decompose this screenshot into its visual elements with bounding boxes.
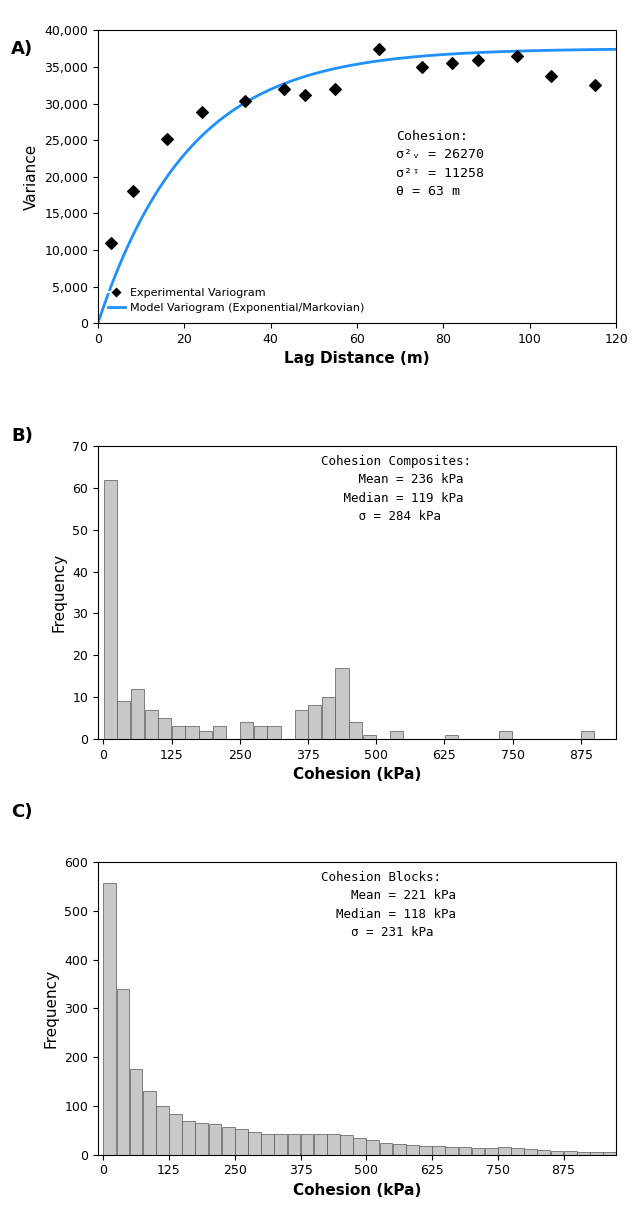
Bar	[498, 1147, 511, 1155]
Bar	[459, 1147, 471, 1155]
X-axis label: Cohesion (kPa): Cohesion (kPa)	[293, 768, 422, 782]
Bar	[116, 989, 130, 1155]
Bar	[511, 1149, 524, 1155]
Bar	[143, 1092, 155, 1155]
Bar	[240, 722, 253, 739]
Point	[128, 182, 138, 201]
Bar	[195, 1123, 209, 1155]
Bar	[199, 730, 212, 739]
Point	[590, 75, 600, 95]
Bar	[322, 697, 335, 739]
Point	[197, 102, 207, 121]
Bar	[340, 1135, 353, 1155]
Text: C): C)	[11, 803, 33, 821]
Bar	[499, 730, 513, 739]
Bar	[336, 668, 349, 739]
Bar	[213, 727, 226, 739]
Bar	[131, 689, 144, 739]
Bar	[349, 722, 362, 739]
Bar	[130, 1070, 142, 1155]
Bar	[158, 718, 171, 739]
Bar	[185, 727, 198, 739]
Bar	[235, 1129, 248, 1155]
Point	[106, 233, 116, 252]
Bar	[537, 1150, 550, 1155]
Text: Cohesion Composites:
     Mean = 236 kPa
   Median = 119 kPa
     σ = 284 kPa: Cohesion Composites: Mean = 236 kPa Medi…	[321, 455, 471, 524]
Y-axis label: Variance: Variance	[24, 143, 39, 210]
Bar	[471, 1147, 485, 1155]
Bar	[172, 727, 185, 739]
Bar	[550, 1151, 563, 1155]
Y-axis label: Frequency: Frequency	[52, 553, 67, 632]
Bar	[353, 1138, 366, 1155]
Bar	[295, 710, 308, 739]
Bar	[525, 1150, 537, 1155]
Bar	[380, 1143, 392, 1155]
Bar	[253, 727, 267, 739]
Bar	[288, 1134, 300, 1155]
Bar	[444, 735, 458, 739]
Point	[447, 53, 457, 73]
Point	[473, 50, 483, 69]
Bar	[209, 1124, 221, 1155]
Bar	[432, 1146, 445, 1155]
Bar	[183, 1121, 195, 1155]
Point	[300, 85, 310, 104]
X-axis label: Cohesion (kPa): Cohesion (kPa)	[293, 1183, 422, 1198]
X-axis label: Lag Distance (m): Lag Distance (m)	[284, 352, 430, 366]
Point	[240, 91, 250, 110]
Point	[416, 57, 427, 76]
Bar	[261, 1134, 274, 1155]
Bar	[590, 1152, 603, 1155]
Bar	[301, 1134, 313, 1155]
Bar	[327, 1134, 340, 1155]
Bar	[446, 1147, 458, 1155]
Bar	[406, 1145, 419, 1155]
Point	[162, 129, 172, 148]
Point	[279, 79, 289, 98]
Bar	[577, 1152, 590, 1155]
Bar	[393, 1144, 406, 1155]
Bar	[581, 730, 594, 739]
Bar	[603, 1152, 616, 1155]
Text: Cohesion Blocks:
    Mean = 221 kPa
  Median = 118 kPa
    σ = 231 kPa: Cohesion Blocks: Mean = 221 kPa Median =…	[321, 871, 456, 939]
Point	[331, 79, 341, 98]
Bar	[267, 727, 281, 739]
Bar	[367, 1140, 379, 1155]
Point	[374, 39, 384, 58]
Text: B): B)	[11, 427, 33, 445]
Legend: Experimental Variogram, Model Variogram (Exponential/Markovian): Experimental Variogram, Model Variogram …	[104, 283, 369, 318]
Bar	[156, 1106, 169, 1155]
Bar	[419, 1146, 432, 1155]
Bar	[104, 479, 117, 739]
Point	[546, 66, 556, 85]
Point	[512, 46, 522, 66]
Bar	[145, 710, 158, 739]
Bar	[274, 1134, 287, 1155]
Bar	[308, 706, 322, 739]
Bar	[390, 730, 403, 739]
Bar	[104, 883, 116, 1155]
Bar	[485, 1149, 497, 1155]
Y-axis label: Frequency: Frequency	[44, 969, 59, 1048]
Bar	[564, 1151, 576, 1155]
Text: A): A)	[11, 40, 33, 58]
Text: Cohesion:
σ²ᵥ = 26270
σ²ᵎ = 11258
θ = 63 m: Cohesion: σ²ᵥ = 26270 σ²ᵎ = 11258 θ = 63…	[396, 130, 484, 199]
Bar	[118, 701, 130, 739]
Bar	[222, 1127, 234, 1155]
Bar	[363, 735, 376, 739]
Bar	[248, 1132, 261, 1155]
Bar	[314, 1134, 327, 1155]
Bar	[169, 1115, 182, 1155]
